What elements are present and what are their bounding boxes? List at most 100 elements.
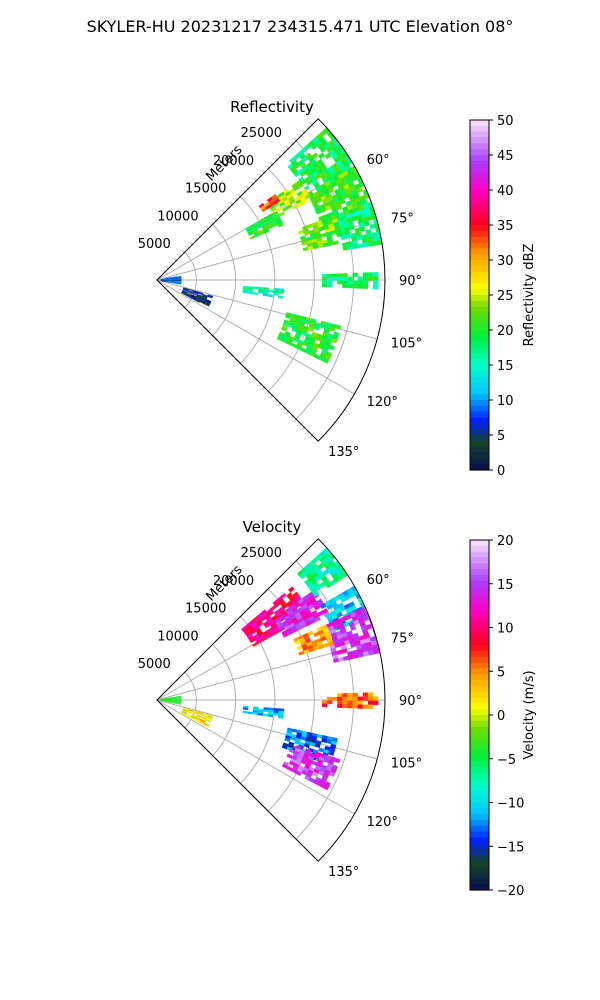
- colorbar-tick-label: −20: [497, 884, 524, 899]
- echo-gate: [249, 235, 256, 240]
- angular-tick-label: 90°: [399, 694, 422, 709]
- echo-gate: [335, 324, 342, 330]
- colorbar-tick-label: 0: [497, 709, 505, 724]
- radial-tick-label: 25000: [241, 546, 282, 561]
- colorbar-segment: [470, 283, 489, 290]
- colorbar-segment: [470, 790, 489, 798]
- echo-gate: [314, 616, 321, 622]
- colorbar-segment: [470, 831, 489, 839]
- colorbar-segment: [470, 417, 489, 424]
- colorbar-segment: [470, 872, 489, 879]
- echo-gate: [297, 182, 304, 189]
- colorbar-segment: [470, 820, 489, 827]
- colorbar-segment: [470, 458, 489, 465]
- colorbar-segment: [470, 691, 489, 699]
- velocity-echoes: [160, 546, 385, 791]
- echo-gate: [267, 714, 274, 718]
- echo-gate: [321, 273, 328, 278]
- colorbar-tick-label: −10: [497, 797, 524, 812]
- echo-gate: [373, 276, 379, 281]
- colorbar-segment: [470, 341, 489, 349]
- angular-tick-label: 60°: [367, 153, 390, 168]
- colorbar-segment: [470, 627, 489, 634]
- colorbar-segment: [470, 738, 489, 745]
- echo-gate: [342, 696, 348, 701]
- colorbar-tick-label: 5: [497, 429, 505, 444]
- echo-gate: [343, 655, 350, 661]
- colorbar-segment: [470, 388, 489, 395]
- reflectivity-panel: Reflectivity 5000 10000 15000 20000 25000 60°…: [138, 98, 537, 479]
- echo-gate: [262, 293, 269, 297]
- angular-grid-spoke: [156, 699, 355, 815]
- colorbar-segment: [470, 580, 489, 588]
- colorbar-segment: [470, 884, 489, 891]
- colorbar-tick-label: 25: [497, 289, 514, 304]
- colorbar-segment: [470, 621, 489, 629]
- colorbar-segment: [470, 860, 489, 868]
- angular-tick-label: 105°: [391, 337, 422, 352]
- colorbar-segment: [470, 236, 489, 244]
- echo-gate: [347, 284, 353, 289]
- colorbar-segment: [470, 423, 489, 430]
- echo-gate: [336, 649, 343, 655]
- echo-gate: [252, 712, 259, 716]
- echo-gate: [347, 704, 353, 709]
- colorbar-segment: [470, 598, 489, 605]
- echo-gate: [342, 704, 348, 709]
- echo-gate: [352, 696, 359, 701]
- echo-gate: [273, 292, 279, 296]
- colorbar-tick-label: 35: [497, 219, 514, 234]
- velocity-colorbar: −20 −15 −10 −5 0 5 10 15 20 Velocity (m/s): [469, 534, 537, 899]
- echo-gate: [331, 338, 338, 344]
- echo-gate: [362, 284, 369, 289]
- colorbar-segment: [470, 300, 489, 308]
- colorbar-tick-label: 5: [497, 665, 505, 680]
- echo-gate: [278, 211, 286, 217]
- echo-gate: [367, 696, 374, 701]
- colorbar-segment: [470, 750, 489, 757]
- colorbar-segment: [470, 575, 489, 582]
- echo-gate: [327, 280, 333, 285]
- echo-gate: [321, 703, 328, 708]
- echo-gate: [326, 273, 333, 278]
- echo-gate: [347, 276, 353, 281]
- echo-gate: [187, 711, 193, 714]
- colorbar-segment: [470, 662, 489, 669]
- reflectivity-echoes: [160, 126, 384, 364]
- echo-gate: [274, 198, 281, 205]
- echo-gate: [321, 280, 328, 285]
- colorbar-segment: [470, 709, 489, 716]
- echo-gate: [372, 272, 379, 277]
- echo-gate: [332, 277, 338, 281]
- echo-gate: [276, 206, 283, 212]
- echo-gate: [357, 243, 364, 249]
- colorbar-segment: [470, 440, 489, 448]
- echo-gate: [338, 656, 345, 662]
- colorbar-segment: [470, 837, 489, 844]
- angular-tick-label: 135°: [328, 445, 359, 460]
- colorbar-segment: [470, 271, 489, 279]
- echo-gate: [326, 283, 333, 288]
- colorbar-segment: [470, 365, 489, 372]
- echo-gate: [367, 700, 374, 706]
- echo-gate: [373, 700, 379, 706]
- colorbar-segment: [470, 265, 489, 273]
- colorbar-segment: [470, 201, 489, 209]
- echo-gate: [352, 284, 358, 289]
- reflectivity-sector-frame: [156, 118, 386, 442]
- echo-gate: [176, 697, 182, 699]
- colorbar-segment: [470, 773, 489, 780]
- radial-tick-label: 5000: [138, 657, 171, 672]
- echo-gate: [332, 273, 338, 278]
- colorbar-segment: [470, 645, 489, 652]
- echo-gate: [357, 696, 364, 701]
- colorbar-segment: [470, 726, 489, 734]
- radial-tick-label: 10000: [157, 209, 198, 224]
- echo-gate: [362, 280, 369, 285]
- echo-gate: [332, 240, 339, 246]
- angular-tick-label: 75°: [391, 631, 414, 646]
- angular-tick-label: 120°: [367, 815, 398, 830]
- echo-gate: [320, 232, 327, 238]
- echo-gate: [318, 152, 326, 160]
- echo-gate: [206, 717, 213, 721]
